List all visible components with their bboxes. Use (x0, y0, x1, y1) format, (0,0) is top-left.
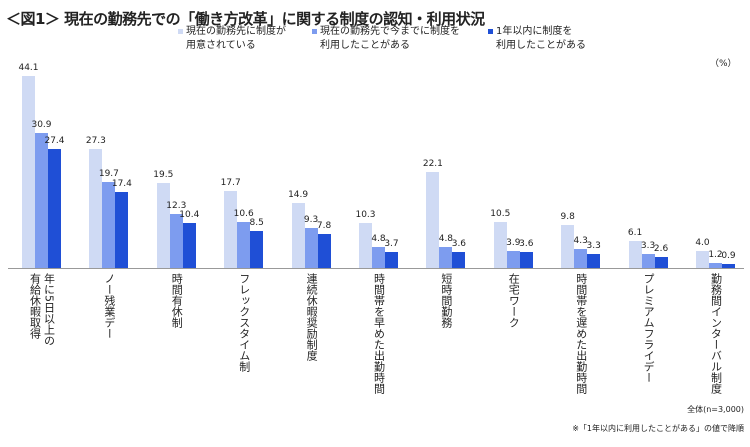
data-label: 4.3 (573, 236, 588, 247)
data-label: 3.7 (384, 238, 399, 249)
bar (426, 171, 440, 268)
bar (169, 214, 183, 268)
data-label: 7.8 (316, 221, 332, 232)
legend-label: 1年以内に制度を 利用したことがある (496, 26, 586, 51)
data-label: 22.1 (422, 158, 443, 169)
bar (452, 252, 466, 268)
chart-title: ＜図1＞ 現在の勤務先での「働き方改革」に関する制度の認知・利用状況 (6, 10, 485, 28)
bar (709, 262, 722, 268)
bar (561, 225, 575, 268)
bar (22, 76, 35, 268)
category-label: ノー残業デー (102, 273, 116, 339)
data-label: 6.1 (627, 228, 643, 239)
data-label: 2.6 (653, 243, 669, 254)
bar (574, 249, 588, 268)
category-label: フレックスタイム制 (237, 273, 251, 372)
data-label: 19.5 (153, 170, 174, 181)
data-label: 1.2 (708, 249, 723, 260)
data-label: 27.3 (85, 136, 106, 147)
unit-label: （%） (710, 59, 737, 69)
legend-swatch (178, 29, 183, 34)
data-label: 3.6 (519, 239, 534, 250)
category-label: 短時間勤務 (439, 273, 453, 328)
legend-swatch (312, 29, 317, 34)
category-label: 年に5日以上の 有給休暇取得 (28, 273, 56, 346)
data-label: 44.1 (18, 63, 39, 73)
bar (237, 221, 251, 268)
data-label: 4.8 (438, 234, 454, 245)
bar (115, 192, 129, 268)
bar (35, 133, 48, 268)
bar (182, 222, 196, 268)
bar (317, 234, 331, 268)
category-label: 時間有休制 (170, 273, 184, 328)
data-label: 17.4 (111, 179, 132, 190)
legend-swatch (488, 29, 493, 34)
bar (519, 252, 533, 268)
data-label: 3.6 (451, 239, 467, 250)
bar (291, 203, 305, 268)
sample-note: 全体(n=3,000) (687, 405, 744, 414)
bar (372, 247, 385, 268)
legend-label: 現在の勤務先に制度が 用意されている (186, 26, 286, 51)
data-label: 8.5 (249, 217, 264, 228)
category-label: 時間帯を早めた出勤時間 (372, 273, 386, 394)
bar (156, 183, 170, 268)
legend-item: 現在の勤務先で今までに制度を 利用したことがある (312, 25, 460, 53)
bar (48, 148, 61, 268)
legend-label: 現在の勤務先で今までに制度を 利用したことがある (320, 26, 460, 51)
legend-item: 現在の勤務先に制度が 用意されている (178, 25, 286, 53)
category-label: 勤務間インターバル制度 (709, 273, 723, 394)
sort-note: ※「1年以内に利用したことがある」の値で降順 (572, 424, 744, 433)
bar (102, 182, 116, 268)
data-label: 17.7 (220, 177, 241, 188)
data-label: 10.3 (355, 210, 376, 221)
data-label: 27.4 (44, 135, 65, 146)
bar (641, 253, 655, 268)
data-label: 9.3 (303, 214, 319, 225)
bar (628, 241, 642, 268)
bar (696, 250, 709, 268)
bar (439, 247, 453, 268)
bar (385, 251, 398, 268)
category-label: プレミアムフライデー (642, 273, 656, 383)
data-label: 3.3 (586, 240, 601, 251)
data-label: 19.7 (98, 169, 119, 180)
bar (587, 253, 601, 268)
bar (654, 256, 668, 268)
data-label: 3.9 (506, 238, 521, 249)
category-label: 時間帯を遅めた出勤時間 (574, 273, 588, 394)
data-label: 30.9 (31, 120, 52, 131)
data-label: 14.9 (288, 190, 309, 201)
category-label: 連続休暇奨励制度 (305, 273, 319, 361)
data-label: 10.5 (490, 209, 511, 220)
data-label: 10.6 (233, 208, 254, 219)
x-axis-line (8, 268, 744, 269)
data-label: 9.8 (560, 212, 575, 223)
bar (89, 149, 103, 268)
legend-item: 1年以内に制度を 利用したことがある (488, 25, 586, 53)
data-label: 4.8 (371, 234, 386, 245)
data-label: 3.3 (640, 240, 656, 251)
bar (359, 223, 372, 268)
category-label: 在宅ワーク (507, 273, 521, 328)
data-label: 0.9 (721, 251, 736, 262)
bar (506, 251, 520, 268)
bar (722, 264, 735, 268)
bar (304, 227, 318, 268)
data-label: 10.4 (179, 209, 200, 220)
data-label: 4.0 (695, 237, 710, 248)
bar (493, 222, 507, 268)
data-label: 12.3 (166, 201, 187, 212)
bar (224, 190, 238, 268)
bar (250, 230, 264, 268)
